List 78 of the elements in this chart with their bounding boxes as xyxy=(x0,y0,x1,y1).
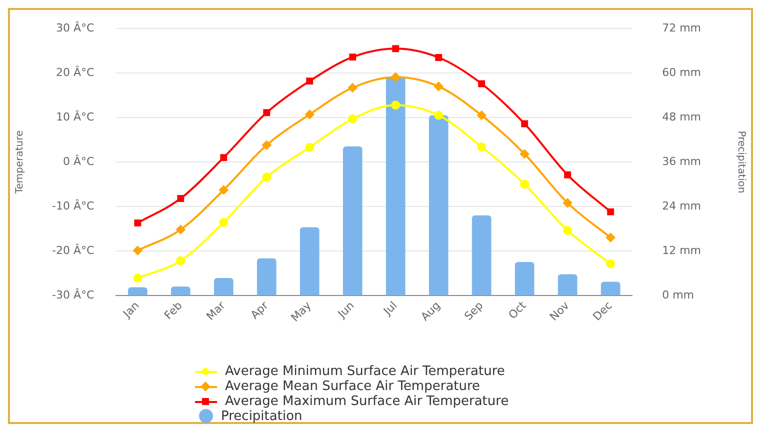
x-tick-label: Sep xyxy=(462,299,486,323)
bar xyxy=(600,282,620,296)
legend-label: Average Mean Surface Air Temperature xyxy=(225,379,480,394)
point xyxy=(435,54,442,61)
point xyxy=(176,256,186,266)
point xyxy=(349,54,356,61)
point xyxy=(262,140,272,150)
point xyxy=(606,233,616,242)
y-tick-label: 30 Â°C xyxy=(56,20,94,34)
x-tick-label: Oct xyxy=(506,298,530,322)
x-tick-label: Jun xyxy=(334,299,357,322)
bar xyxy=(558,274,578,296)
point xyxy=(263,109,270,116)
point xyxy=(262,172,272,182)
bar xyxy=(128,287,148,296)
y2-tick-label: 0 mm xyxy=(662,288,694,302)
y2-axis-title: Precipitation xyxy=(735,130,746,194)
y2-tick-label: 36 mm xyxy=(662,154,702,168)
x-tick-label: Feb xyxy=(162,299,185,322)
y-axis-title: Temperature xyxy=(14,130,26,195)
y2-tick-label: 72 mm xyxy=(662,21,702,34)
bar xyxy=(514,262,534,296)
point xyxy=(434,110,444,120)
point xyxy=(606,259,616,268)
point xyxy=(520,149,530,158)
point xyxy=(563,226,572,235)
point xyxy=(220,154,228,162)
y-tick-label: -10 Â°C xyxy=(52,198,94,212)
y-tick-label: 20 Â°C xyxy=(56,64,94,79)
point xyxy=(176,225,186,234)
legend-label: Precipitation xyxy=(221,409,302,424)
y-tick-label: 0 Â°C xyxy=(62,154,94,168)
y-tick-label: -20 Â°C xyxy=(52,242,94,257)
bar xyxy=(170,286,190,296)
bar xyxy=(214,278,234,296)
legend-label: Average Maximum Surface Air Temperature xyxy=(225,394,509,409)
point xyxy=(305,142,314,152)
legend-label: Average Minimum Surface Air Temperature xyxy=(225,364,505,379)
point xyxy=(477,110,486,120)
bar xyxy=(386,76,406,296)
point xyxy=(563,198,572,208)
point xyxy=(607,208,614,216)
point xyxy=(477,142,486,152)
point xyxy=(133,246,142,255)
y2-tick-label: 48 mm xyxy=(662,110,702,124)
x-tick-label: Jul xyxy=(380,299,400,318)
bar xyxy=(256,258,276,296)
x-tick-label: Mar xyxy=(204,298,228,323)
point xyxy=(391,100,400,110)
point xyxy=(306,78,314,85)
bar xyxy=(300,227,320,296)
y2-tick-label: 24 mm xyxy=(662,199,702,212)
point xyxy=(219,186,228,195)
point xyxy=(348,83,358,92)
point xyxy=(177,194,184,202)
y-tick-label: -30 Â°C xyxy=(52,287,94,302)
point xyxy=(133,274,142,283)
y-tick-label: 10 Â°C xyxy=(56,109,94,124)
x-tick-label: Dec xyxy=(590,299,615,324)
point xyxy=(478,80,486,88)
point xyxy=(391,72,400,82)
x-tick-label: Nov xyxy=(547,298,572,324)
point xyxy=(564,171,572,178)
point xyxy=(520,180,530,189)
point xyxy=(134,219,142,226)
point xyxy=(392,45,400,52)
x-tick-label: Apr xyxy=(248,298,272,322)
point xyxy=(348,114,358,124)
x-tick-label: Jan xyxy=(120,299,142,321)
bar xyxy=(472,215,492,296)
point xyxy=(305,110,314,119)
point xyxy=(521,120,528,128)
point xyxy=(434,82,444,91)
point xyxy=(219,218,228,227)
y2-tick-label: 60 mm xyxy=(662,66,702,79)
bar xyxy=(342,146,362,296)
y2-tick-label: 12 mm xyxy=(662,244,702,257)
bar xyxy=(428,115,448,296)
